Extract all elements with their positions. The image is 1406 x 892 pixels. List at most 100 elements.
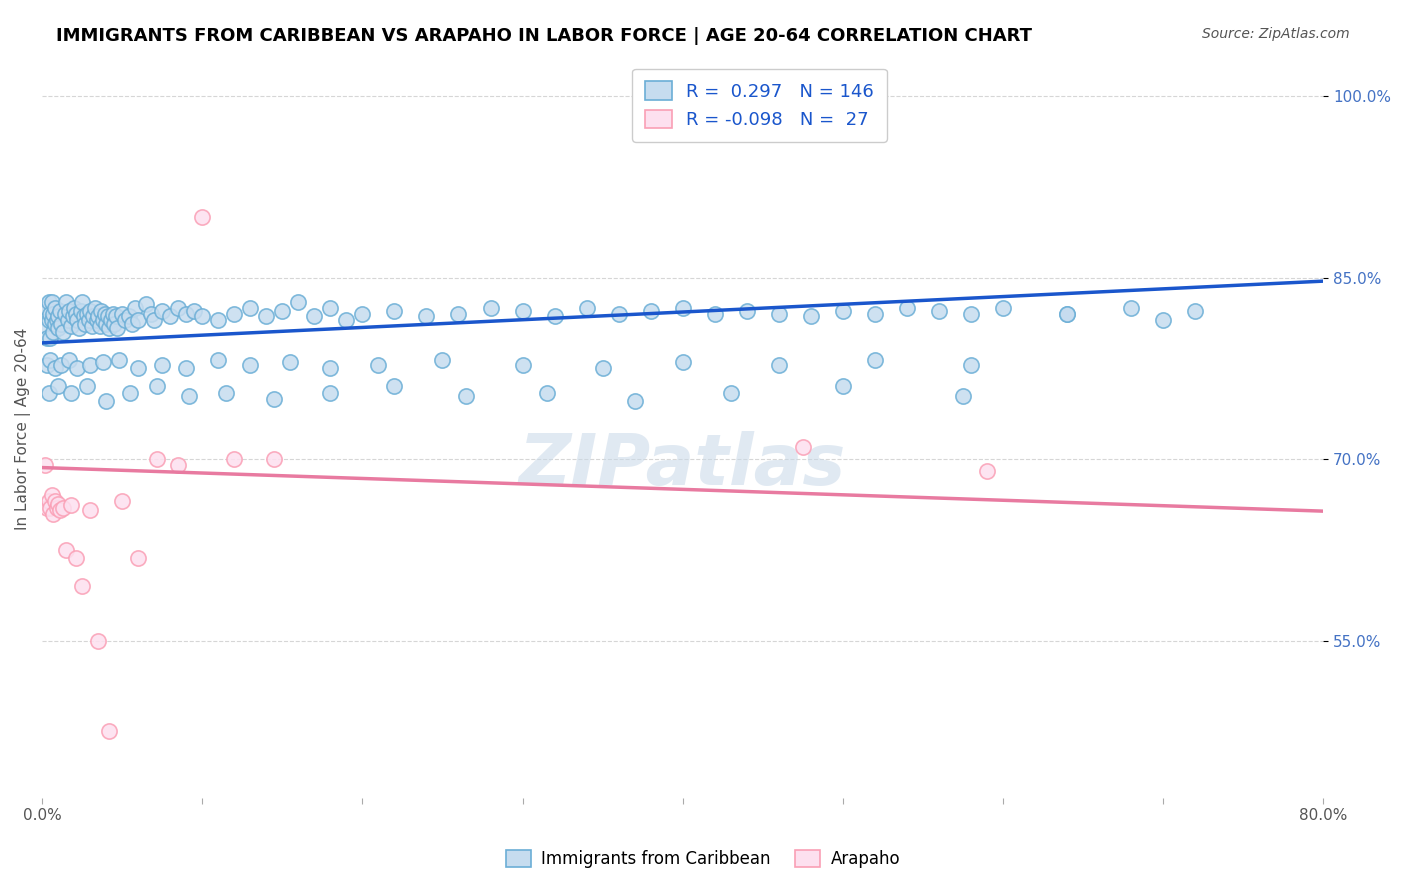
Point (1119, 301, 1142, 315)
Point (39, 500, 62, 515)
Point (52, 325, 75, 339)
Point (456, 389, 478, 403)
Point (66, 361, 89, 376)
Point (319, 361, 342, 376)
Point (58, 352, 80, 367)
Point (167, 301, 190, 315)
Point (56, 313, 79, 327)
Point (991, 301, 1014, 315)
Point (447, 307, 470, 321)
Point (41, 294, 63, 309)
Point (79, 304, 101, 318)
Legend: R =  0.297   N = 146, R = -0.098   N =  27: R = 0.297 N = 146, R = -0.098 N = 27 (633, 69, 887, 142)
Point (183, 304, 205, 318)
Point (65, 551, 87, 566)
Y-axis label: In Labor Force | Age 20-64: In Labor Force | Age 20-64 (15, 327, 31, 530)
Point (207, 352, 229, 367)
Point (80, 318, 103, 333)
Point (86, 313, 108, 327)
Point (39, 307, 62, 321)
Point (91, 313, 114, 327)
Point (38, 313, 60, 327)
Point (120, 385, 142, 400)
Point (111, 307, 134, 321)
Point (45, 500, 67, 515)
Point (65, 307, 87, 321)
Point (146, 379, 169, 393)
Point (100, 313, 122, 327)
Point (35, 301, 58, 315)
Point (304, 310, 326, 324)
Point (45, 313, 67, 327)
Point (960, 358, 983, 372)
Point (77, 313, 100, 327)
Point (800, 310, 823, 324)
Point (792, 440, 814, 454)
Point (319, 301, 342, 315)
Point (42, 325, 65, 339)
Point (536, 385, 558, 400)
Point (720, 385, 742, 400)
Point (101, 307, 124, 321)
Point (150, 358, 173, 372)
Point (70, 579, 93, 593)
Point (41, 488, 63, 502)
Point (111, 494, 134, 508)
Point (146, 452, 169, 467)
Point (703, 307, 725, 321)
Point (135, 297, 157, 311)
Point (512, 358, 534, 372)
Point (592, 361, 614, 376)
Point (896, 301, 918, 315)
Point (278, 355, 301, 369)
Point (34, 458, 56, 472)
Point (384, 304, 406, 318)
Point (55, 294, 77, 309)
Point (48, 503, 70, 517)
Point (87, 310, 110, 324)
Point (84, 301, 107, 315)
Point (44, 317, 66, 331)
Point (863, 307, 886, 321)
Point (53, 307, 76, 321)
Point (35, 331, 58, 345)
Point (96, 317, 118, 331)
Point (1184, 304, 1206, 318)
Point (63, 301, 86, 315)
Point (98, 724, 121, 739)
Point (62, 310, 84, 324)
Point (121, 317, 143, 331)
Point (640, 304, 662, 318)
Point (91, 355, 114, 369)
Point (224, 307, 246, 321)
Point (90, 304, 112, 318)
Point (263, 452, 285, 467)
Point (831, 379, 853, 393)
Point (335, 313, 357, 327)
Point (103, 317, 125, 331)
Point (191, 310, 214, 324)
Point (97, 310, 120, 324)
Point (127, 313, 149, 327)
Point (952, 389, 974, 403)
Point (76, 379, 98, 393)
Point (768, 307, 790, 321)
Point (271, 304, 294, 318)
Point (79, 358, 101, 372)
Point (623, 394, 645, 409)
Point (607, 307, 630, 321)
Point (79, 503, 101, 517)
Point (735, 304, 758, 318)
Point (48, 304, 70, 318)
Point (174, 307, 197, 321)
Point (287, 294, 309, 309)
Point (105, 321, 128, 335)
Point (75, 317, 97, 331)
Point (672, 355, 695, 369)
Point (127, 551, 149, 566)
Point (239, 358, 262, 372)
Point (117, 310, 139, 324)
Point (38, 294, 60, 309)
Point (39, 331, 62, 345)
Point (254, 310, 277, 324)
